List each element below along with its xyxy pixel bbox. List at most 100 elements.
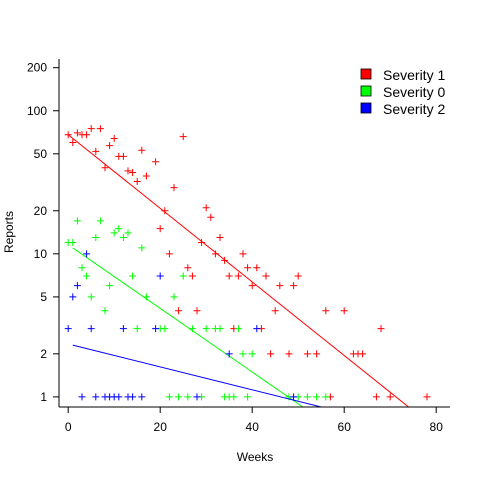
data-point — [138, 146, 146, 154]
y-tick-label: 100 — [27, 104, 47, 118]
data-point — [92, 147, 100, 155]
data-point — [165, 250, 173, 258]
data-point — [69, 293, 77, 301]
data-point — [303, 350, 311, 358]
legend-label-severity-0: Severity 0 — [383, 84, 445, 100]
legend-box-severity-2 — [360, 102, 372, 114]
data-point — [170, 293, 178, 301]
data-point — [253, 325, 261, 333]
data-point — [193, 307, 201, 315]
data-point — [119, 152, 127, 160]
fit-line-severity-2 — [72, 344, 322, 407]
data-point — [142, 172, 150, 180]
data-point — [340, 307, 348, 315]
data-point — [133, 178, 141, 186]
data-point — [244, 393, 252, 401]
data-point — [372, 393, 380, 401]
data-point — [106, 282, 114, 290]
data-point — [110, 134, 118, 142]
data-point — [87, 325, 95, 333]
data-point — [119, 234, 127, 242]
y-tick-label: 10 — [34, 247, 48, 261]
y-tick-label: 20 — [34, 204, 48, 218]
data-point — [115, 225, 123, 233]
data-point — [234, 272, 242, 280]
fit-line-severity-1 — [67, 134, 409, 407]
legend-label-severity-2: Severity 2 — [383, 101, 445, 117]
data-point — [248, 282, 256, 290]
data-point — [175, 393, 183, 401]
legend: Severity 1 Severity 0 Severity 2 — [360, 67, 445, 117]
y-tick-label: 5 — [40, 290, 47, 304]
data-point — [96, 217, 104, 225]
data-point — [234, 325, 242, 333]
data-point — [119, 325, 127, 333]
x-tick-label: 60 — [338, 420, 352, 434]
data-point — [184, 264, 192, 272]
data-point — [115, 393, 123, 401]
x-tick-label: 0 — [65, 420, 72, 434]
plot-area — [64, 125, 431, 407]
data-point — [129, 169, 137, 177]
legend-box-severity-1 — [360, 68, 372, 80]
data-point — [73, 217, 81, 225]
x-axis-title: Weeks — [237, 450, 273, 464]
data-point — [96, 125, 104, 133]
data-point — [262, 272, 270, 280]
data-point — [124, 229, 132, 237]
data-point — [64, 131, 72, 139]
data-point — [129, 393, 137, 401]
legend-box-severity-0 — [360, 85, 372, 97]
data-point — [69, 138, 77, 146]
data-point — [230, 393, 238, 401]
data-point — [239, 350, 247, 358]
y-axis-title: Reports — [2, 211, 16, 253]
data-point — [129, 272, 137, 280]
data-point — [138, 244, 146, 252]
data-point — [175, 307, 183, 315]
data-point — [322, 307, 330, 315]
data-point — [83, 131, 91, 139]
data-point — [248, 350, 256, 358]
data-point — [225, 272, 233, 280]
data-point — [244, 264, 252, 272]
data-point — [294, 272, 302, 280]
data-point — [202, 325, 210, 333]
data-point — [193, 393, 201, 401]
data-point — [322, 393, 330, 401]
data-point — [156, 225, 164, 233]
x-tick-label: 40 — [246, 420, 260, 434]
data-point — [285, 350, 293, 358]
data-point — [152, 325, 160, 333]
data-point — [161, 325, 169, 333]
data-point — [188, 272, 196, 280]
data-point — [276, 282, 284, 290]
data-point — [225, 350, 233, 358]
data-point — [133, 325, 141, 333]
data-point — [359, 350, 367, 358]
data-point — [386, 393, 394, 401]
data-point — [216, 325, 224, 333]
data-point — [101, 307, 109, 315]
data-point — [198, 238, 206, 246]
data-point — [73, 282, 81, 290]
y-tick-label: 200 — [27, 61, 47, 75]
series-severity-2 — [64, 250, 322, 407]
data-point — [239, 250, 247, 258]
legend-label-severity-1: Severity 1 — [383, 67, 445, 83]
data-point — [303, 393, 311, 401]
data-point — [78, 264, 86, 272]
data-point — [78, 393, 86, 401]
y-tick-label: 1 — [40, 390, 47, 404]
data-point — [152, 158, 160, 166]
data-point — [156, 272, 164, 280]
data-point — [92, 234, 100, 242]
data-point — [290, 393, 298, 401]
data-point — [101, 164, 109, 172]
data-point — [110, 229, 118, 237]
data-point — [106, 142, 114, 150]
data-point — [313, 350, 321, 358]
data-point — [179, 272, 187, 280]
data-point — [124, 167, 132, 175]
